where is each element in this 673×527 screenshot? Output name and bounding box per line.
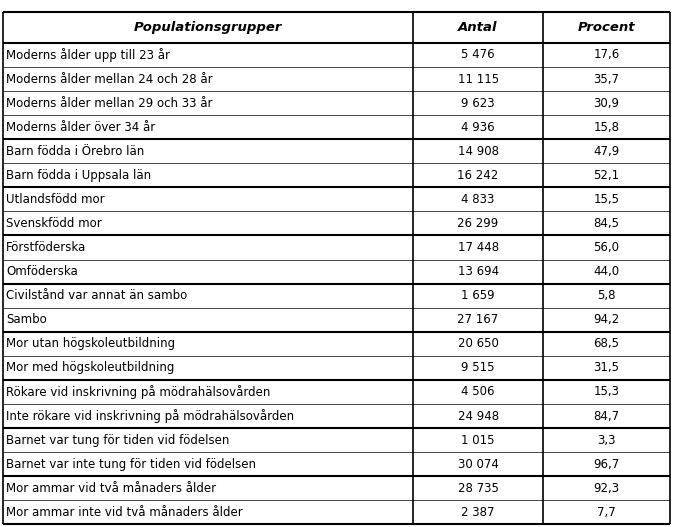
- Text: 2 387: 2 387: [461, 506, 495, 519]
- Text: Mor ammar vid två månaders ålder: Mor ammar vid två månaders ålder: [6, 482, 216, 495]
- Text: Barn födda i Örebro län: Barn födda i Örebro län: [6, 145, 144, 158]
- Text: Civilstånd var annat än sambo: Civilstånd var annat än sambo: [6, 289, 187, 302]
- Text: Populationsgrupper: Populationsgrupper: [134, 21, 283, 34]
- Text: 44,0: 44,0: [594, 265, 619, 278]
- Text: Omföderska: Omföderska: [6, 265, 78, 278]
- Text: 27 167: 27 167: [458, 313, 499, 326]
- Text: 1 659: 1 659: [461, 289, 495, 302]
- Text: Rökare vid inskrivning på mödrahälsovården: Rökare vid inskrivning på mödrahälsovård…: [6, 385, 271, 399]
- Text: Svenskfödd mor: Svenskfödd mor: [6, 217, 102, 230]
- Text: 4 936: 4 936: [461, 121, 495, 134]
- Text: Inte rökare vid inskrivning på mödrahälsovården: Inte rökare vid inskrivning på mödrahäls…: [6, 409, 294, 423]
- Text: Mor utan högskoleutbildning: Mor utan högskoleutbildning: [6, 337, 175, 350]
- Text: Moderns ålder upp till 23 år: Moderns ålder upp till 23 år: [6, 48, 170, 62]
- Text: 9 515: 9 515: [461, 362, 495, 374]
- Text: Moderns ålder mellan 29 och 33 år: Moderns ålder mellan 29 och 33 år: [6, 96, 213, 110]
- Text: 47,9: 47,9: [593, 145, 619, 158]
- Text: 68,5: 68,5: [594, 337, 619, 350]
- Text: 1 015: 1 015: [461, 434, 495, 446]
- Text: 4 833: 4 833: [462, 193, 495, 206]
- Text: Barnet var inte tung för tiden vid födelsen: Barnet var inte tung för tiden vid födel…: [6, 457, 256, 471]
- Text: 3,3: 3,3: [597, 434, 616, 446]
- Text: 84,7: 84,7: [594, 409, 619, 423]
- Text: 28 735: 28 735: [458, 482, 499, 495]
- Text: 14 908: 14 908: [458, 145, 499, 158]
- Text: Moderns ålder mellan 24 och 28 år: Moderns ålder mellan 24 och 28 år: [6, 73, 213, 85]
- Text: Moderns ålder över 34 år: Moderns ålder över 34 år: [6, 121, 155, 134]
- Text: Barnet var tung för tiden vid födelsen: Barnet var tung för tiden vid födelsen: [6, 434, 229, 446]
- Text: 15,8: 15,8: [594, 121, 619, 134]
- Text: 52,1: 52,1: [594, 169, 619, 182]
- Text: 84,5: 84,5: [594, 217, 619, 230]
- Text: 4 506: 4 506: [461, 385, 495, 398]
- Text: 35,7: 35,7: [594, 73, 619, 85]
- Text: 30 074: 30 074: [458, 457, 499, 471]
- Text: 17 448: 17 448: [458, 241, 499, 254]
- Text: 26 299: 26 299: [458, 217, 499, 230]
- Text: Antal: Antal: [458, 21, 498, 34]
- Text: Sambo: Sambo: [6, 313, 47, 326]
- Text: Barn födda i Uppsala län: Barn födda i Uppsala län: [6, 169, 151, 182]
- Text: 20 650: 20 650: [458, 337, 499, 350]
- Text: 5 476: 5 476: [461, 48, 495, 62]
- Text: 17,6: 17,6: [593, 48, 619, 62]
- Text: 96,7: 96,7: [593, 457, 619, 471]
- Text: Procent: Procent: [577, 21, 635, 34]
- Text: 56,0: 56,0: [594, 241, 619, 254]
- Text: 9 623: 9 623: [461, 96, 495, 110]
- Text: Mor med högskoleutbildning: Mor med högskoleutbildning: [6, 362, 174, 374]
- Text: 31,5: 31,5: [594, 362, 619, 374]
- Text: Utlandsfödd mor: Utlandsfödd mor: [6, 193, 105, 206]
- Text: 16 242: 16 242: [458, 169, 499, 182]
- Text: 92,3: 92,3: [594, 482, 619, 495]
- Text: Förstföderska: Förstföderska: [6, 241, 86, 254]
- Text: 24 948: 24 948: [458, 409, 499, 423]
- Text: 7,7: 7,7: [597, 506, 616, 519]
- Text: 15,5: 15,5: [594, 193, 619, 206]
- Text: 5,8: 5,8: [597, 289, 616, 302]
- Text: 30,9: 30,9: [594, 96, 619, 110]
- Text: 13 694: 13 694: [458, 265, 499, 278]
- Text: 11 115: 11 115: [458, 73, 499, 85]
- Text: Mor ammar inte vid två månaders ålder: Mor ammar inte vid två månaders ålder: [6, 506, 243, 519]
- Text: 15,3: 15,3: [594, 385, 619, 398]
- Text: 94,2: 94,2: [593, 313, 619, 326]
